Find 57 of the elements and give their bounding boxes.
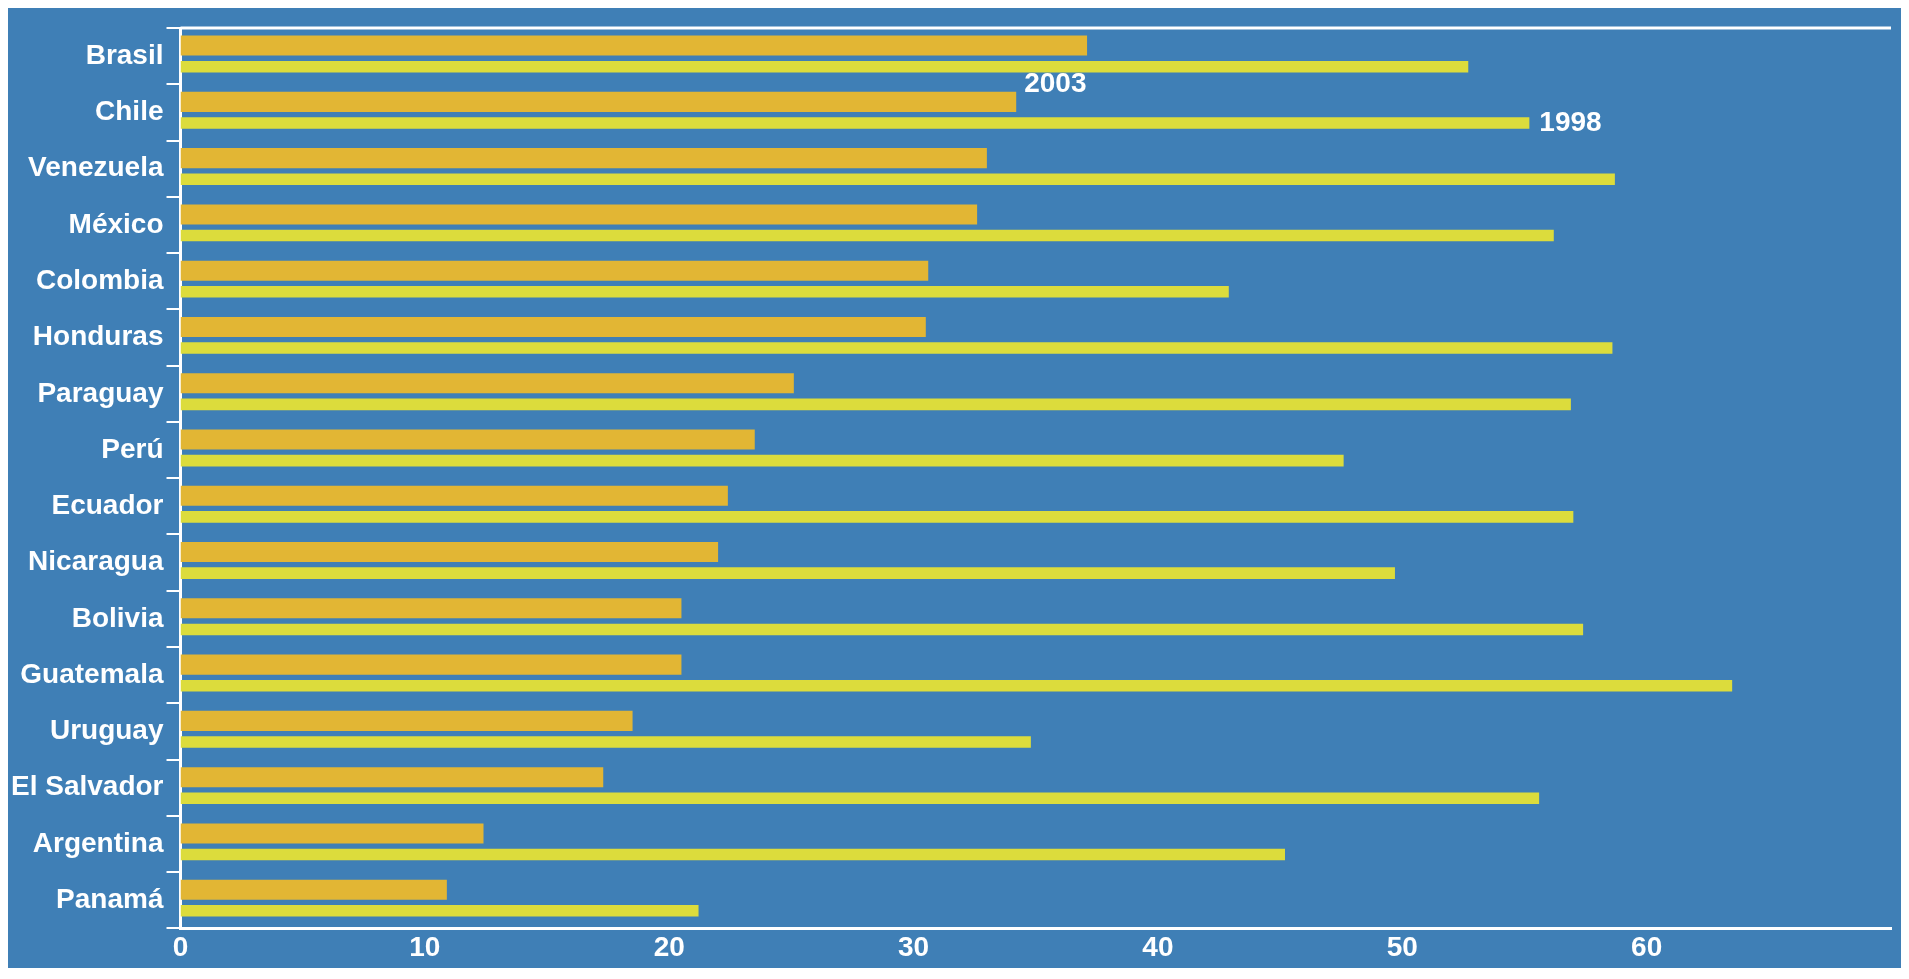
y-tick-label: Venezuela (28, 151, 164, 183)
y-tick-label: Guatemala (20, 657, 164, 689)
bar (180, 342, 1613, 354)
bar (180, 398, 1571, 411)
y-tick-label: Paraguay (37, 376, 164, 408)
bar (180, 91, 1017, 112)
bar (180, 204, 978, 225)
bar (180, 598, 682, 619)
bar (180, 905, 699, 917)
bar (180, 767, 604, 788)
bar (180, 60, 1469, 73)
y-tick-label: Panamá (56, 882, 164, 914)
bar (180, 654, 682, 675)
y-tick-label: Uruguay (49, 714, 164, 746)
bar (180, 285, 1229, 298)
bar (180, 429, 755, 450)
y-tick-label: Colombia (35, 263, 164, 295)
bar (180, 373, 794, 394)
bar (180, 879, 447, 900)
y-tick-label: Perú (101, 432, 164, 464)
bar (180, 792, 1540, 805)
bar (180, 148, 987, 169)
y-tick-label: Bolivia (71, 601, 164, 633)
x-tick-label: 0 (172, 930, 189, 962)
bar (180, 542, 719, 563)
bar (180, 485, 728, 506)
bar (180, 117, 1530, 129)
bar (180, 736, 1031, 748)
bar (180, 229, 1554, 242)
bar (180, 623, 1584, 636)
series-label: 2003 (1024, 66, 1087, 98)
x-tick-label: 50 (1386, 930, 1418, 962)
bar (180, 848, 1285, 861)
y-tick-label: Brasil (85, 38, 164, 70)
y-tick-label: Nicaragua (28, 545, 164, 577)
y-tick-label: Honduras (32, 320, 164, 352)
y-tick-label: Chile (95, 95, 164, 127)
bar (180, 260, 929, 281)
x-tick-label: 30 (898, 930, 930, 962)
bar (180, 710, 633, 731)
bar (180, 823, 484, 844)
x-tick-label: 40 (1142, 930, 1174, 962)
x-tick-label: 60 (1631, 930, 1663, 962)
bar (180, 679, 1733, 692)
bar (180, 316, 926, 337)
y-tick-label: México (68, 207, 164, 239)
x-tick-label: 10 (409, 930, 441, 962)
x-tick-label: 20 (653, 930, 685, 962)
y-tick-label: El Salvador (10, 770, 164, 802)
bar (180, 173, 1615, 186)
bar (180, 35, 1088, 56)
bar (180, 567, 1395, 579)
y-tick-label: Argentina (32, 826, 164, 858)
bar (180, 454, 1344, 467)
y-tick-label: Ecuador (51, 489, 164, 521)
series-label: 1998 (1539, 105, 1602, 137)
bar (180, 511, 1574, 523)
